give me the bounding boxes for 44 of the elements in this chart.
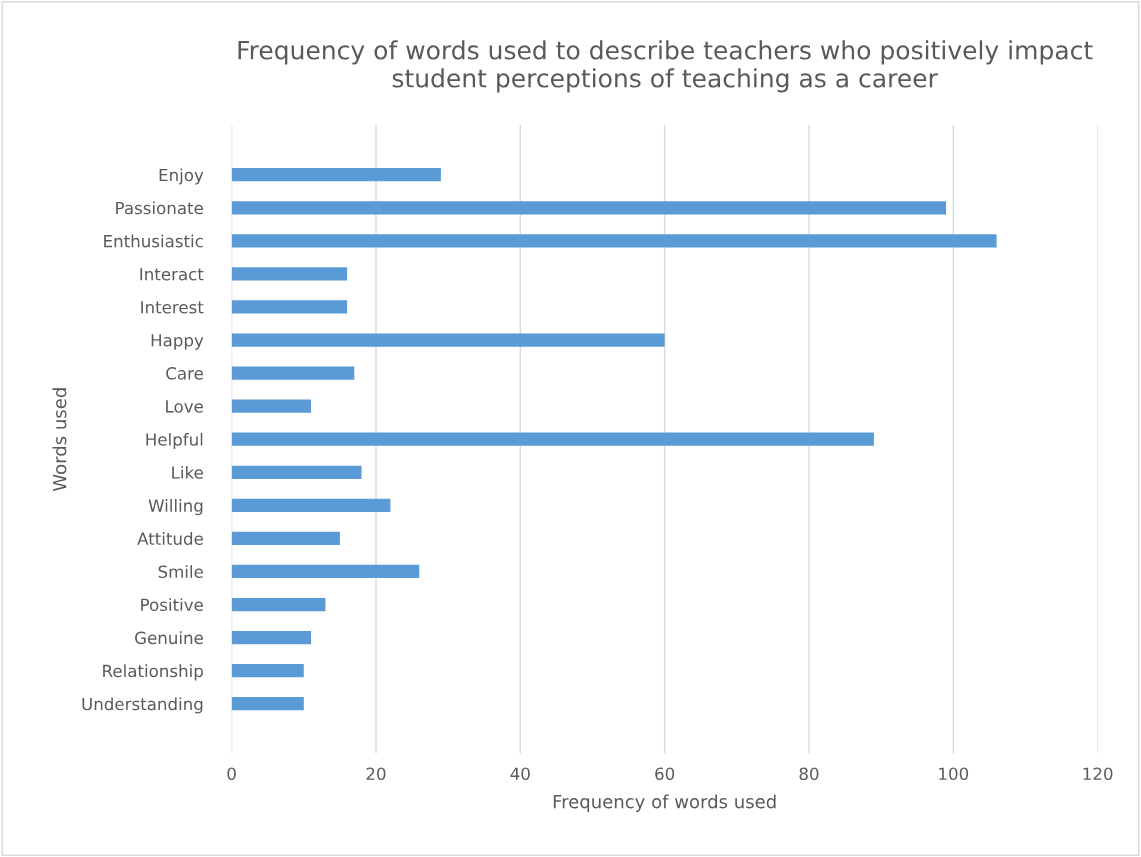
y-tick-label: Smile bbox=[158, 565, 203, 579]
y-tick-label: Like bbox=[172, 465, 203, 479]
bar bbox=[231, 465, 362, 479]
bar bbox=[231, 597, 326, 612]
bar bbox=[231, 664, 304, 678]
y-tick-label: Interest bbox=[141, 301, 204, 314]
y-tick-label: Attitude bbox=[137, 532, 203, 545]
x-tick-label: 60 bbox=[655, 767, 675, 781]
y-tick-label: Passionate bbox=[116, 201, 203, 215]
y-tick-label: Love bbox=[166, 400, 203, 413]
y-tick-label: Understanding bbox=[82, 697, 203, 714]
y-tick-label: Genuine bbox=[135, 631, 203, 645]
y-tick-label: Helpful bbox=[146, 432, 203, 450]
bar bbox=[231, 333, 665, 347]
bar bbox=[231, 201, 947, 215]
y-tick-label: Enjoy bbox=[159, 168, 204, 185]
bar bbox=[231, 498, 391, 512]
bar bbox=[231, 399, 312, 413]
x-tick-label: 80 bbox=[799, 767, 819, 781]
bar bbox=[231, 267, 348, 281]
x-tick-label: 20 bbox=[366, 767, 386, 781]
y-tick-label: Happy bbox=[151, 334, 204, 350]
bar bbox=[231, 630, 312, 645]
x-tick-label: 40 bbox=[510, 767, 530, 781]
bar bbox=[231, 366, 355, 380]
bar bbox=[231, 300, 348, 314]
x-tick-label: 0 bbox=[227, 767, 236, 781]
y-tick-label: Care bbox=[166, 367, 203, 380]
bar bbox=[231, 697, 304, 711]
y-tick-label: Enthusiastic bbox=[104, 234, 203, 248]
bar bbox=[231, 564, 420, 579]
bar bbox=[231, 168, 441, 182]
x-axis-title: Frequency of words used bbox=[553, 794, 776, 812]
y-tick-label: Willing bbox=[148, 499, 203, 516]
x-tick-label: 100 bbox=[939, 767, 969, 781]
y-tick-label: Positive bbox=[141, 598, 203, 612]
bar bbox=[231, 531, 340, 546]
chart-title: Frequency of words used to describe teachers who positively impact student perceptions of teaching as a career bbox=[238, 40, 1093, 93]
y-tick-label: Relationship bbox=[103, 664, 203, 681]
y-tick-label: Interact bbox=[140, 268, 204, 281]
y-axis-title: Words used bbox=[52, 388, 67, 492]
x-tick-label: 120 bbox=[1083, 767, 1113, 781]
bar bbox=[231, 432, 874, 446]
bar bbox=[231, 234, 997, 248]
